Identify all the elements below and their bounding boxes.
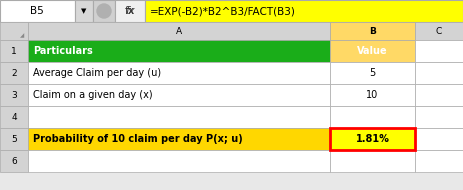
Text: Probability of 10 claim per day P(x; u): Probability of 10 claim per day P(x; u) — [33, 134, 243, 144]
Text: Claim on a given day (x): Claim on a given day (x) — [33, 90, 153, 100]
Text: Average Claim per day (u): Average Claim per day (u) — [33, 68, 161, 78]
Bar — [28, 62, 330, 84]
Bar — [28, 22, 330, 40]
Bar — [0, 128, 28, 150]
Bar — [0, 84, 28, 106]
Text: 2: 2 — [11, 69, 17, 78]
Bar — [0, 22, 28, 40]
Bar — [0, 40, 28, 62]
Bar — [28, 40, 330, 62]
Bar — [415, 40, 463, 62]
Bar — [415, 84, 463, 106]
Bar — [330, 22, 415, 40]
Text: 4: 4 — [11, 112, 17, 121]
Text: 10: 10 — [366, 90, 379, 100]
Bar — [28, 128, 330, 150]
Text: A: A — [176, 26, 182, 36]
Bar — [330, 128, 415, 150]
Bar — [145, 0, 463, 22]
Text: Particulars: Particulars — [33, 46, 93, 56]
Text: 6: 6 — [11, 157, 17, 165]
Bar — [330, 84, 415, 106]
Text: fx: fx — [125, 6, 135, 16]
Bar — [0, 106, 28, 128]
Bar — [28, 150, 330, 172]
Text: ▼: ▼ — [81, 8, 87, 14]
Bar — [415, 128, 463, 150]
Circle shape — [97, 4, 111, 18]
Bar — [415, 150, 463, 172]
Bar — [415, 106, 463, 128]
Bar — [415, 62, 463, 84]
Text: fx: fx — [125, 6, 135, 16]
Text: 1: 1 — [11, 47, 17, 55]
Text: 5: 5 — [11, 135, 17, 143]
Bar — [330, 62, 415, 84]
Bar — [28, 106, 330, 128]
Bar — [28, 84, 330, 106]
Bar — [75, 0, 93, 22]
Bar — [0, 0, 75, 22]
Bar — [115, 0, 145, 22]
Text: ◢: ◢ — [20, 33, 24, 39]
Text: Value: Value — [357, 46, 388, 56]
Bar — [415, 22, 463, 40]
Bar — [330, 150, 415, 172]
Text: 1.81%: 1.81% — [356, 134, 389, 144]
Text: C: C — [436, 26, 442, 36]
Text: 3: 3 — [11, 90, 17, 100]
Bar — [330, 106, 415, 128]
Bar — [0, 150, 28, 172]
Text: B: B — [369, 26, 376, 36]
Bar — [0, 62, 28, 84]
Text: =EXP(-B2)*B2^B3/FACT(B3): =EXP(-B2)*B2^B3/FACT(B3) — [150, 6, 296, 16]
Bar — [330, 40, 415, 62]
Text: B5: B5 — [30, 6, 44, 16]
Bar — [93, 0, 115, 22]
Text: 5: 5 — [369, 68, 375, 78]
